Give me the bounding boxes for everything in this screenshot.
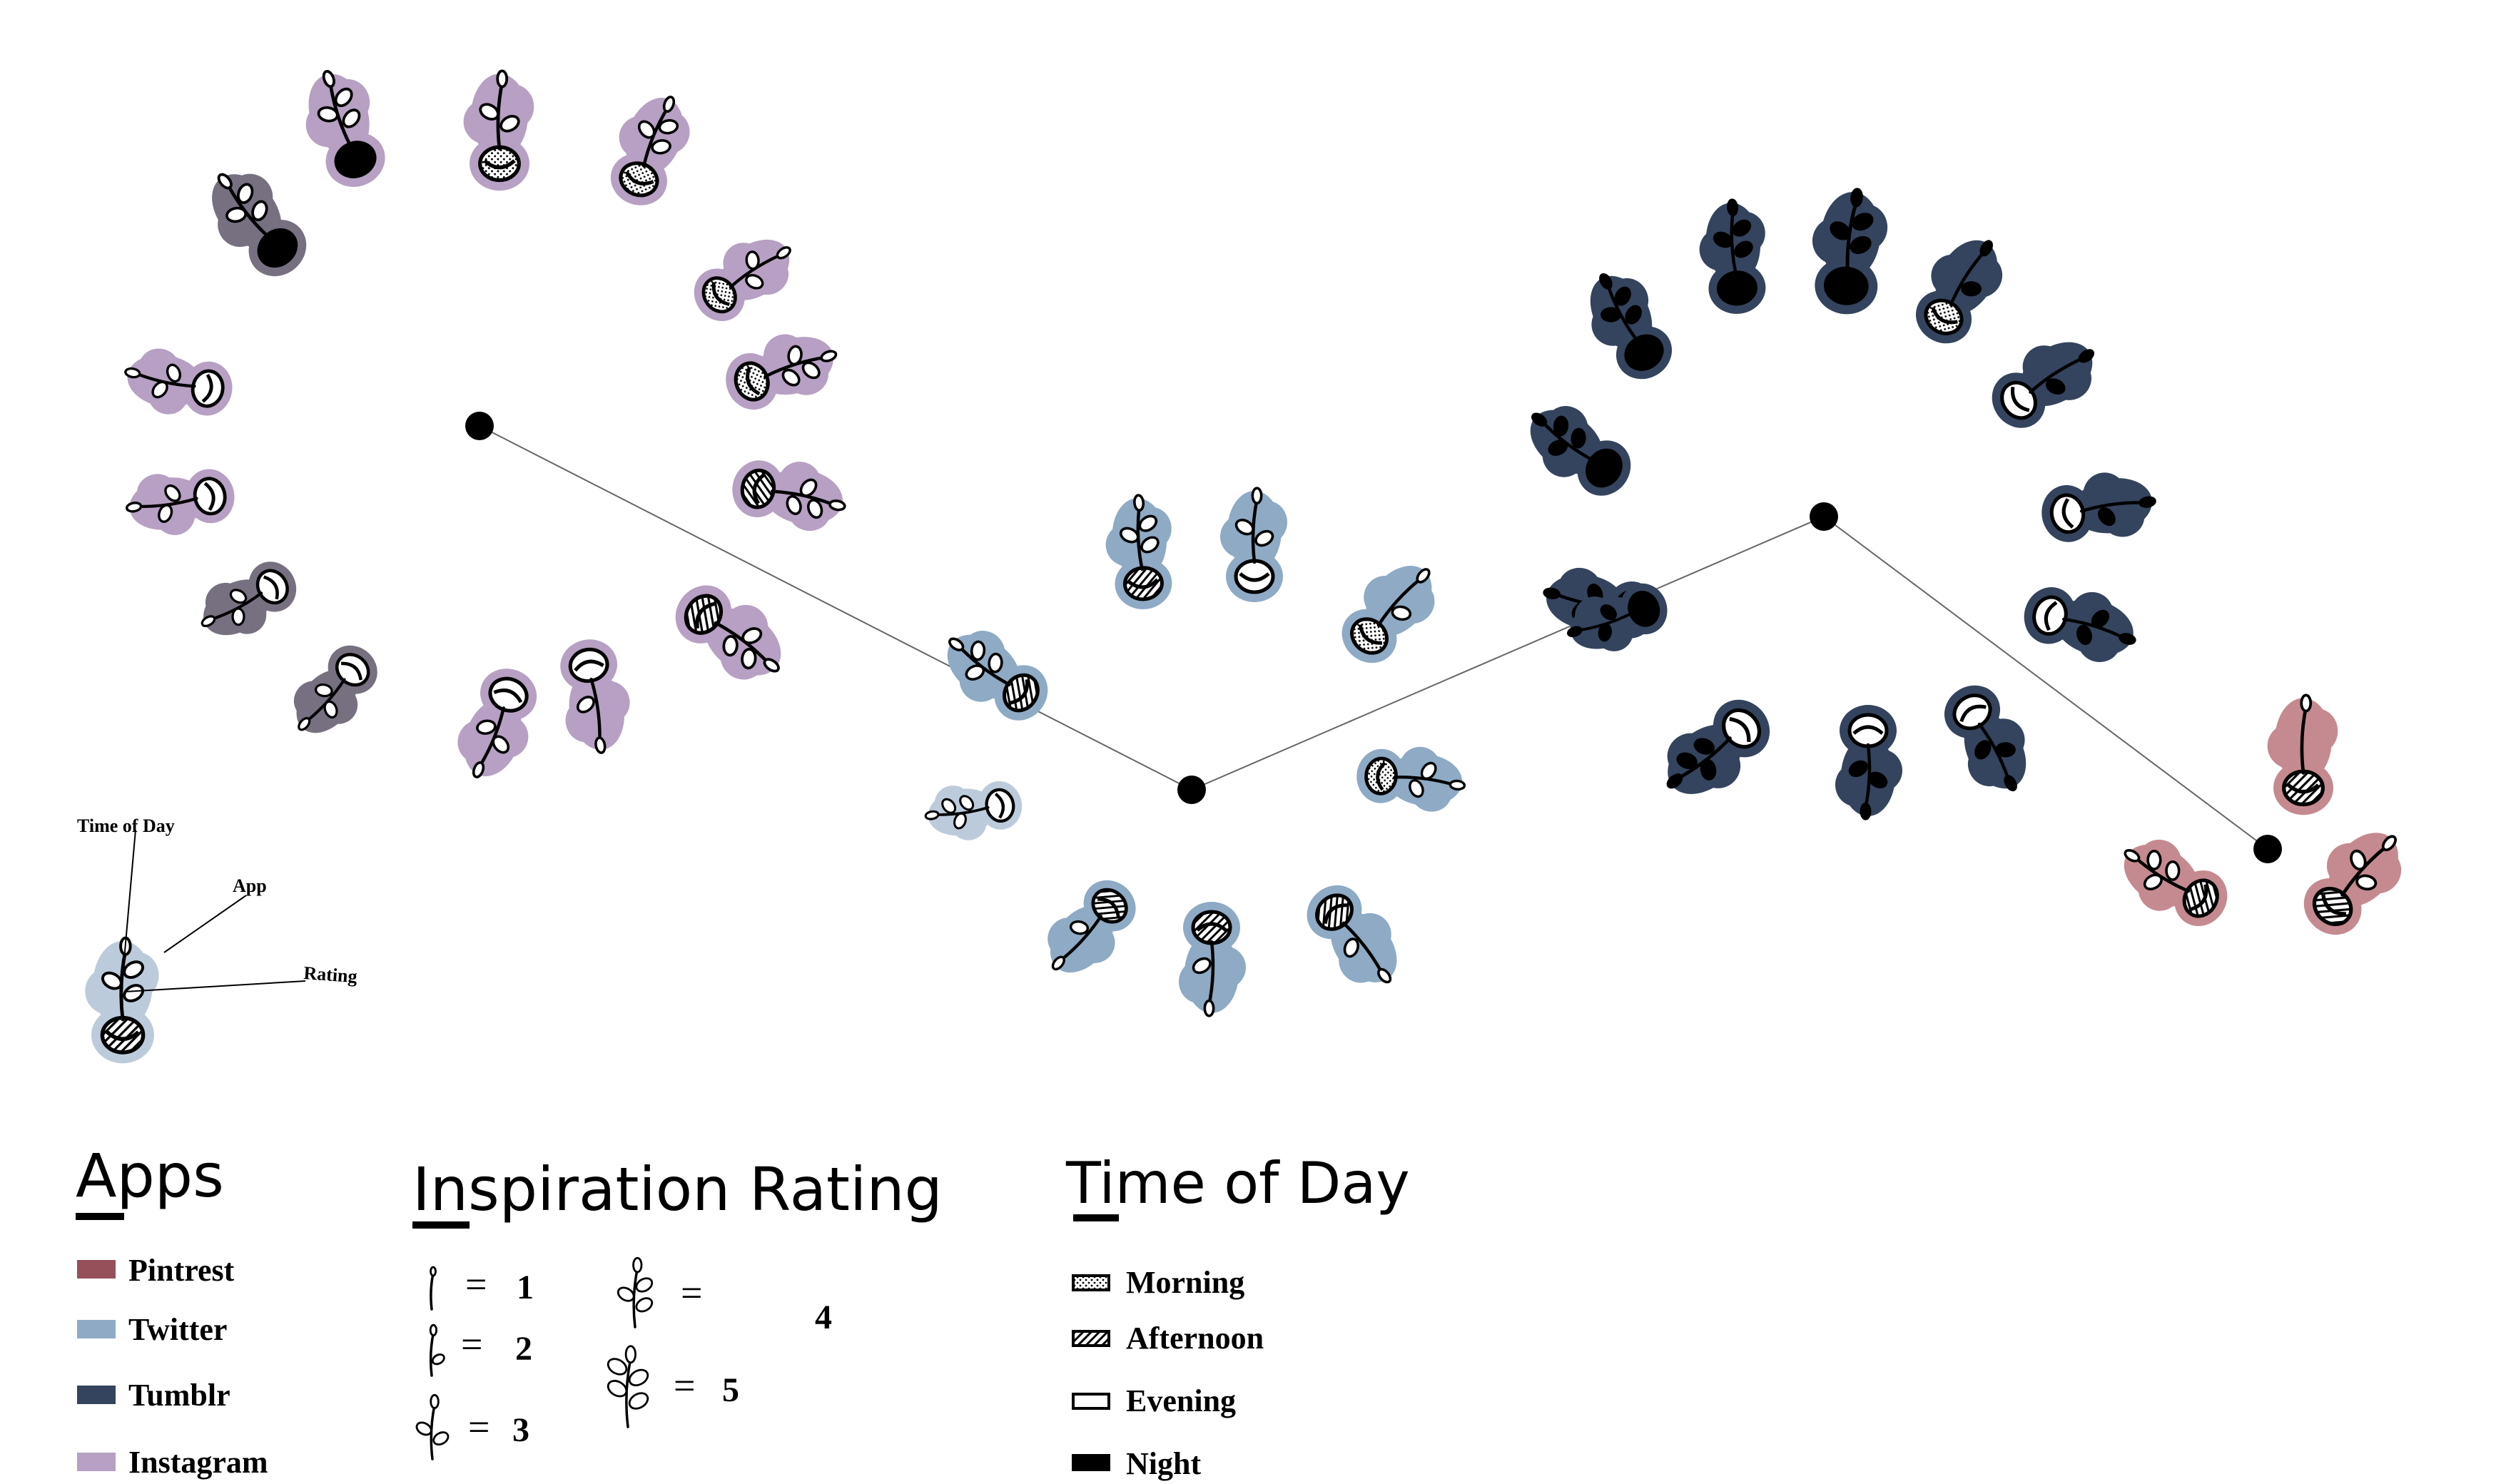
rating-eq-1: = (465, 1263, 487, 1306)
time-swatch-evening (1072, 1393, 1110, 1410)
time-swatch-night (1072, 1454, 1110, 1471)
sample-time-label: Time of Day (77, 815, 175, 836)
rating-eq-4: = (681, 1271, 702, 1314)
apps-swatch-twitter (77, 1320, 116, 1338)
flower-glyph (124, 348, 233, 416)
flower-glyph (1835, 705, 1902, 820)
flower-glyph (1590, 273, 1673, 380)
apps-swatch-pintrest (77, 1260, 116, 1279)
time-legend: Time of Day Morning Afternoon Evening Ni… (1065, 1150, 1410, 1481)
rating-value-1: 1 (517, 1269, 534, 1306)
rating-sprig-4 (617, 1256, 654, 1328)
flower-glyph (732, 460, 846, 532)
flower-glyph (2041, 472, 2156, 542)
cluster-center-instagram (465, 412, 494, 440)
sample-app-label: App (233, 875, 267, 896)
cluster-center-tumblr (1810, 502, 1838, 531)
rating-eq-5: = (674, 1364, 695, 1407)
flower-glyph (1944, 685, 2027, 792)
flower-glyph (2267, 693, 2338, 815)
time-swatch-afternoon (1072, 1330, 1110, 1347)
flower-glyph (560, 639, 630, 754)
connector-lines (479, 425, 2268, 850)
sample-flower: Time of Day App Rating (77, 815, 358, 1064)
flower-glyph (305, 70, 385, 187)
flower-glyph (610, 96, 690, 205)
flower-glyph (293, 645, 377, 733)
flower-glyph (201, 561, 297, 636)
rating-sprig-2 (429, 1323, 445, 1377)
flower-glyph (1356, 746, 1466, 812)
apps-legend: Apps Pintrest Twitter Tumblr Instagram (76, 1141, 268, 1480)
rating-legend: Inspiration Rating = 1 = 2 = 3 = 4 = 5 (412, 1154, 943, 1460)
rating-sprig-1 (430, 1266, 437, 1311)
flower-glyph (1179, 902, 1246, 1017)
sample-rating-label: Rating (303, 962, 358, 987)
time-label-night: Night (1126, 1446, 1201, 1481)
flower-glyph (1307, 885, 1397, 984)
apps-label-twitter: Twitter (128, 1312, 227, 1347)
flower-glyph (457, 669, 537, 778)
cluster-center-twitter (1177, 776, 1206, 804)
flower-glyph (1915, 240, 2003, 344)
flower-glyph (125, 469, 235, 535)
flower-glyph (726, 334, 838, 410)
rating-value-2: 2 (515, 1330, 532, 1368)
time-label-morning: Morning (1126, 1265, 1244, 1300)
rating-sprig-3 (415, 1393, 450, 1460)
rating-value-5: 5 (722, 1371, 739, 1409)
flower-glyph (1992, 342, 2095, 428)
apps-label-pintrest: Pintrest (128, 1253, 235, 1288)
apps-label-instagram: Instagram (128, 1445, 268, 1480)
flower-glyph (1530, 406, 1631, 496)
flower-glyph (2124, 839, 2228, 927)
flower-glyph (1666, 699, 1770, 794)
cluster-center-pintrest (2253, 835, 2282, 863)
time-label-evening: Evening (1126, 1383, 1236, 1418)
flower-glyph (212, 173, 307, 277)
rating-eq-2: = (461, 1323, 482, 1366)
flower-glyphs (124, 69, 2402, 1017)
rating-sprig-5 (607, 1345, 649, 1428)
flower-glyph (1699, 198, 1766, 314)
sample-flower-glyph (85, 936, 159, 1064)
rating-legend-title: Inspiration Rating (412, 1154, 943, 1224)
rating-value-4: 4 (815, 1298, 832, 1336)
flower-glyph (1341, 566, 1435, 664)
flower-glyph (675, 585, 781, 680)
flower-glyph (1220, 487, 1287, 602)
apps-swatch-instagram (77, 1453, 116, 1471)
flower-glyph (1105, 494, 1172, 609)
flower-glyph (1048, 880, 1136, 973)
flower-glyph (1812, 188, 1888, 315)
time-legend-title: Time of Day (1065, 1150, 1410, 1216)
time-swatch-morning (1072, 1274, 1110, 1291)
flower-glyph (947, 631, 1048, 721)
apps-label-tumblr: Tumblr (128, 1378, 230, 1413)
rating-eq-3: = (468, 1406, 489, 1448)
flower-glyph (463, 69, 534, 191)
apps-swatch-tumblr (77, 1386, 116, 1404)
flower-glyph (2303, 833, 2402, 935)
apps-legend-title: Apps (76, 1141, 224, 1211)
rating-value-3: 3 (512, 1411, 529, 1449)
cluster-centers (465, 412, 2282, 863)
flower-glyph (1567, 583, 1668, 651)
flower-glyph (924, 781, 1023, 840)
time-label-afternoon: Afternoon (1126, 1321, 1264, 1356)
flower-glyph (2024, 587, 2136, 662)
flower-glyph (694, 239, 791, 322)
